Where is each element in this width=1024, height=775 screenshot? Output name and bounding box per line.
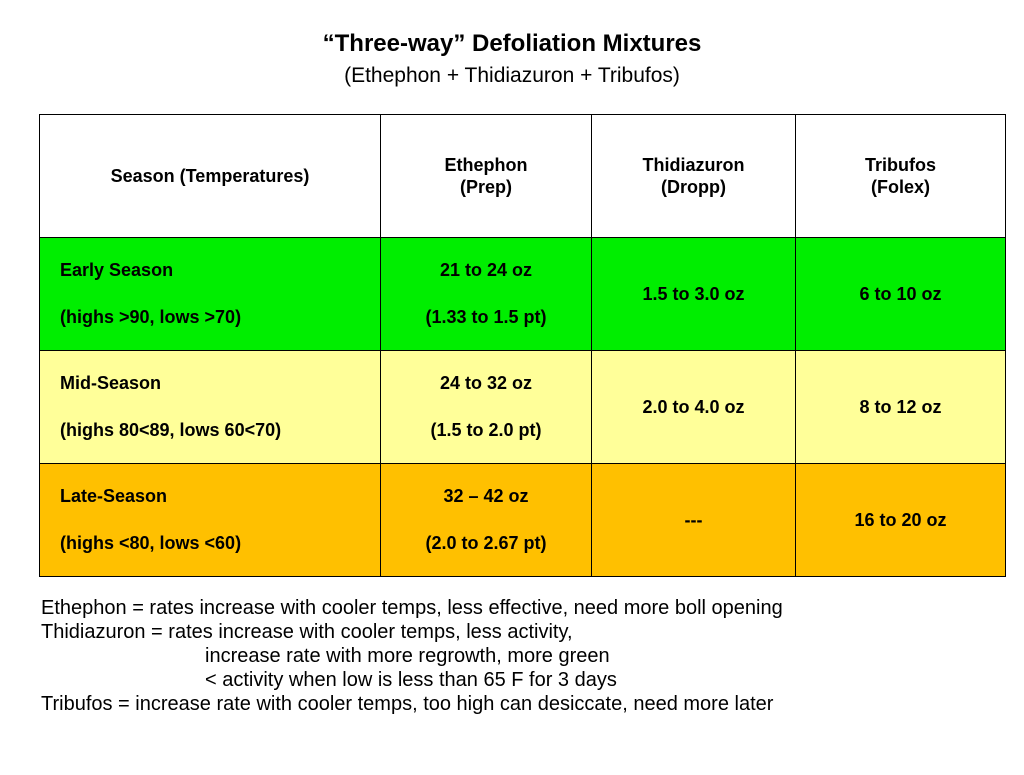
ethephon-oz: 21 to 24 oz	[439, 260, 533, 280]
header-tribufos-label: Tribufos	[865, 155, 936, 175]
notes: Ethephon = rates increase with cooler te…	[41, 596, 783, 716]
season-name: Early Season	[60, 260, 174, 280]
cell-season: Mid-Season (highs 80<89, lows 60<70)	[39, 350, 381, 464]
header-tribufos-brand: (Folex)	[870, 177, 930, 197]
cell-tribufos: 8 to 12 oz	[795, 350, 1006, 464]
header-season: Season (Temperatures)	[39, 114, 381, 238]
note-thidiazuron-3: < activity when low is less than 65 F fo…	[205, 669, 617, 691]
header-ethephon: Ethephon (Prep)	[380, 114, 592, 238]
header-thidiazuron: Thidiazuron (Dropp)	[591, 114, 796, 238]
header-ethephon-label: Ethephon	[444, 155, 528, 175]
table-row-late-season: Late-Season (highs <80, lows <60) 32 – 4…	[39, 463, 1006, 577]
ethephon-pt: (2.0 to 2.67 pt)	[425, 533, 547, 553]
note-thidiazuron: Thidiazuron = rates increase with cooler…	[41, 621, 573, 643]
ethephon-oz: 32 – 42 oz	[443, 486, 529, 506]
season-temps: (highs <80, lows <60)	[60, 533, 242, 553]
cell-season: Early Season (highs >90, lows >70)	[39, 237, 381, 351]
cell-tribufos: 16 to 20 oz	[795, 463, 1006, 577]
season-temps: (highs 80<89, lows 60<70)	[60, 420, 282, 440]
header-season-label: Season (Temperatures)	[110, 166, 310, 186]
table-row-mid-season: Mid-Season (highs 80<89, lows 60<70) 24 …	[39, 350, 1006, 464]
page-subtitle: (Ethephon + Thidiazuron + Tribufos)	[344, 64, 680, 87]
cell-thidiazuron: ---	[591, 463, 796, 577]
note-ethephon: Ethephon = rates increase with cooler te…	[41, 597, 783, 619]
table-header-row: Season (Temperatures) Ethephon (Prep) Th…	[39, 114, 1006, 238]
season-name: Mid-Season	[60, 373, 162, 393]
note-thidiazuron-2: increase rate with more regrowth, more g…	[205, 645, 610, 667]
cell-thidiazuron: 2.0 to 4.0 oz	[591, 350, 796, 464]
ethephon-oz: 24 to 32 oz	[439, 373, 533, 393]
cell-ethephon: 32 – 42 oz (2.0 to 2.67 pt)	[380, 463, 592, 577]
season-temps: (highs >90, lows >70)	[60, 307, 242, 327]
cell-tribufos: 6 to 10 oz	[795, 237, 1006, 351]
header-thidiazuron-brand: (Dropp)	[661, 177, 726, 197]
defoliation-table: Season (Temperatures) Ethephon (Prep) Th…	[39, 114, 1006, 577]
note-tribufos: Tribufos = increase rate with cooler tem…	[41, 693, 774, 715]
cell-season: Late-Season (highs <80, lows <60)	[39, 463, 381, 577]
header-tribufos: Tribufos (Folex)	[795, 114, 1006, 238]
ethephon-pt: (1.33 to 1.5 pt)	[425, 307, 547, 327]
cell-thidiazuron: 1.5 to 3.0 oz	[591, 237, 796, 351]
table-row-early-season: Early Season (highs >90, lows >70) 21 to…	[39, 237, 1006, 351]
cell-ethephon: 21 to 24 oz (1.33 to 1.5 pt)	[380, 237, 592, 351]
header-thidiazuron-label: Thidiazuron	[642, 155, 745, 175]
season-name: Late-Season	[60, 486, 168, 506]
cell-ethephon: 24 to 32 oz (1.5 to 2.0 pt)	[380, 350, 592, 464]
ethephon-pt: (1.5 to 2.0 pt)	[430, 420, 542, 440]
header-ethephon-brand: (Prep)	[459, 177, 512, 197]
page-title: “Three-way” Defoliation Mixtures	[322, 30, 702, 57]
